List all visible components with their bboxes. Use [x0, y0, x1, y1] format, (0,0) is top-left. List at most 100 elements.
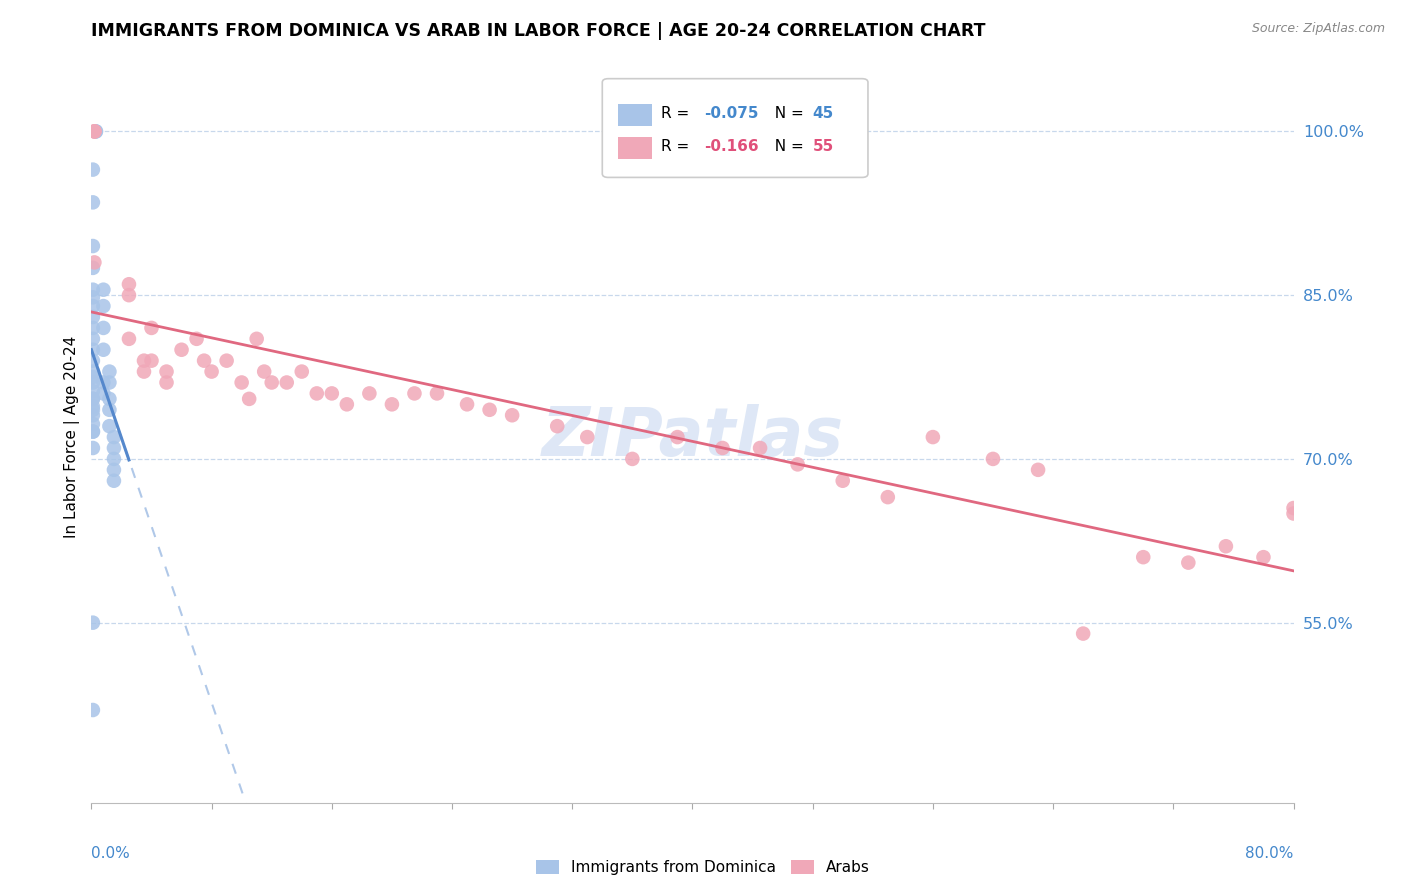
Point: [1282, 501, 1305, 516]
Point: [98, 392, 121, 406]
Point: [103, 463, 125, 477]
Point: [118, 277, 141, 292]
Point: [82, 162, 104, 177]
Point: [132, 353, 155, 368]
Point: [155, 376, 177, 390]
Point: [260, 376, 283, 390]
Point: [501, 409, 523, 423]
Point: [1215, 539, 1237, 553]
Point: [193, 353, 215, 368]
Point: [83, 255, 105, 269]
Text: -0.075: -0.075: [704, 106, 759, 121]
Point: [82, 392, 104, 406]
Text: 80.0%: 80.0%: [1246, 847, 1294, 862]
Point: [82, 321, 104, 335]
Text: 45: 45: [813, 106, 834, 121]
Point: [103, 474, 125, 488]
Point: [82, 425, 104, 439]
Point: [82, 239, 104, 253]
Point: [276, 376, 298, 390]
Point: [82, 370, 104, 384]
Point: [576, 430, 599, 444]
Point: [238, 392, 260, 406]
Point: [98, 365, 121, 379]
Point: [170, 343, 193, 357]
Point: [82, 290, 104, 304]
Point: [93, 376, 115, 390]
Text: 0.0%: 0.0%: [91, 847, 131, 862]
Bar: [617, 137, 651, 159]
Point: [83, 124, 105, 138]
Point: [103, 430, 125, 444]
Point: [253, 365, 276, 379]
Point: [876, 490, 898, 504]
Text: N =: N =: [765, 106, 808, 121]
Point: [1132, 550, 1154, 565]
Point: [82, 615, 104, 630]
Text: Source: ZipAtlas.com: Source: ZipAtlas.com: [1251, 22, 1385, 36]
Point: [1026, 463, 1049, 477]
Point: [82, 392, 104, 406]
Point: [132, 365, 155, 379]
Point: [82, 299, 104, 313]
Y-axis label: In Labor Force | Age 20-24: In Labor Force | Age 20-24: [65, 336, 80, 538]
Point: [82, 400, 104, 414]
Point: [82, 703, 104, 717]
Point: [98, 402, 121, 417]
Text: IMMIGRANTS FROM DOMINICA VS ARAB IN LABOR FORCE | AGE 20-24 CORRELATION CHART: IMMIGRANTS FROM DOMINICA VS ARAB IN LABO…: [91, 22, 986, 40]
Point: [141, 321, 163, 335]
Point: [201, 365, 224, 379]
Point: [83, 124, 105, 138]
Point: [786, 458, 808, 472]
Point: [98, 419, 121, 434]
Text: R =: R =: [661, 139, 695, 154]
Point: [321, 386, 343, 401]
Point: [546, 419, 568, 434]
Text: ZIPatlas: ZIPatlas: [541, 404, 844, 470]
Point: [922, 430, 945, 444]
Point: [82, 417, 104, 431]
Point: [621, 451, 644, 466]
Point: [93, 299, 115, 313]
Point: [291, 365, 314, 379]
Point: [103, 441, 125, 455]
Point: [82, 260, 104, 275]
Point: [1282, 507, 1305, 521]
Point: [478, 402, 501, 417]
Point: [141, 353, 163, 368]
Point: [82, 425, 104, 439]
Point: [82, 332, 104, 346]
Point: [82, 365, 104, 379]
Text: -0.166: -0.166: [704, 139, 759, 154]
Point: [82, 283, 104, 297]
Point: [666, 430, 689, 444]
Point: [84, 124, 107, 138]
Point: [93, 343, 115, 357]
Point: [246, 332, 269, 346]
Point: [82, 409, 104, 423]
Point: [155, 365, 177, 379]
Legend: Immigrants from Dominica, Arabs: Immigrants from Dominica, Arabs: [531, 855, 875, 880]
Point: [82, 343, 104, 357]
Point: [82, 384, 104, 399]
Point: [82, 376, 104, 390]
Point: [711, 441, 734, 455]
Point: [93, 283, 115, 297]
Text: N =: N =: [765, 139, 808, 154]
Point: [118, 288, 141, 302]
Point: [82, 441, 104, 455]
Point: [82, 402, 104, 417]
Point: [82, 353, 104, 368]
Point: [84, 124, 107, 138]
Text: 55: 55: [813, 139, 834, 154]
Point: [186, 332, 208, 346]
Point: [231, 376, 253, 390]
Point: [1177, 556, 1199, 570]
Point: [93, 386, 115, 401]
Point: [749, 441, 772, 455]
Point: [831, 474, 853, 488]
Point: [456, 397, 478, 411]
Point: [359, 386, 381, 401]
FancyBboxPatch shape: [602, 78, 868, 178]
Point: [98, 376, 121, 390]
